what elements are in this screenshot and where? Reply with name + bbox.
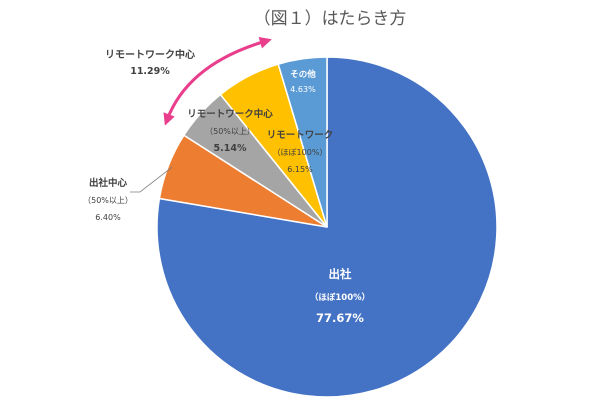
slice-name-label-3-0: リモートワーク <box>267 130 334 141</box>
group-label: リモートワーク中心 <box>105 48 195 61</box>
slice-value-label-0-2: 77.67% <box>316 311 364 325</box>
slice-name-label-3-1: （ほぼ100%） <box>273 148 328 157</box>
slice-value-label-1-2: 6.40% <box>95 213 121 222</box>
slice-name-label-0-1: （ほぼ100%） <box>310 292 370 303</box>
chart-title: （図１）はたらき方 <box>254 9 407 29</box>
slice-name-label-0-0: 出社 <box>329 267 352 281</box>
pie-slice-4 <box>277 56 328 228</box>
slice-name-label-1-1: （50%以上） <box>83 196 133 205</box>
group-arrow <box>163 36 272 126</box>
leader-line-1 <box>130 166 173 193</box>
slice-value-label-2-2: 5.14% <box>214 143 247 154</box>
slice-value-label-4-1: 4.63% <box>290 85 316 94</box>
slice-value-label-3-2: 6.15% <box>287 165 313 174</box>
slice-name-label-2-0: リモートワーク中心 <box>187 108 273 120</box>
slice-name-label-2-1: （50%以上） <box>205 127 255 136</box>
group-value-label: 11.29% <box>130 66 170 77</box>
slice-name-label-1-0: 出社中心 <box>89 177 128 189</box>
slice-name-label-4-0: その他 <box>290 69 316 80</box>
